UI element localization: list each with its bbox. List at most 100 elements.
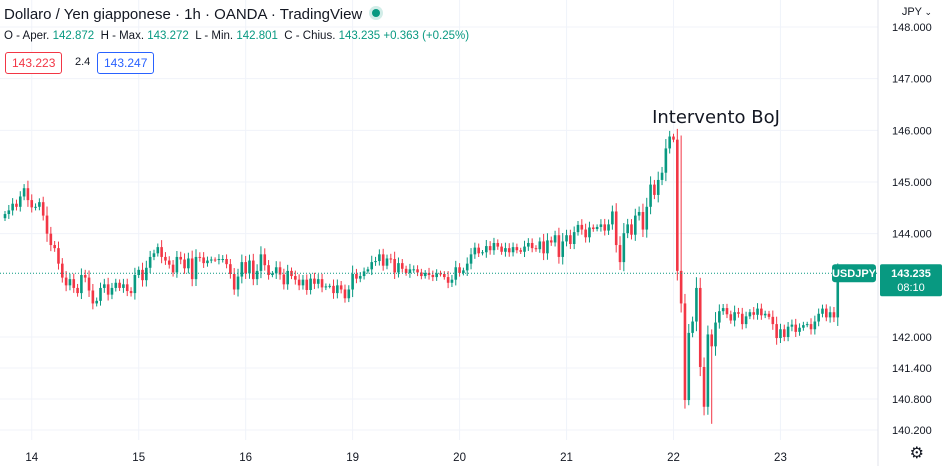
price-axis[interactable]: 148.000 147.000 146.000 145.000 144.000 142.0… <box>892 22 932 437</box>
spread-value: 2.4 <box>75 56 91 68</box>
buy-button[interactable]: 143.247 <box>97 52 155 74</box>
candle-body <box>305 279 309 291</box>
candle-body <box>534 248 538 250</box>
candle-body <box>458 267 461 273</box>
candle-body <box>171 264 175 273</box>
candle-body <box>698 287 702 367</box>
candle-body <box>775 324 778 339</box>
high-value: 143.272 <box>147 30 189 42</box>
candle-body <box>825 308 828 318</box>
candle-body <box>7 210 11 215</box>
currency-selector[interactable]: JPY <box>901 6 922 18</box>
x-tick-label: 19 <box>346 452 359 464</box>
candle-body <box>221 258 225 260</box>
candle-body <box>286 270 289 285</box>
y-tick-label: 148.000 <box>892 22 932 34</box>
candle-body <box>828 312 832 318</box>
candle-body <box>729 314 733 321</box>
candle-body <box>183 259 186 269</box>
candle-body <box>634 215 637 235</box>
candle-body <box>649 184 652 207</box>
candle-body <box>297 279 301 286</box>
symbol-tag-box <box>832 264 876 283</box>
candle-body <box>72 279 76 288</box>
chevron-down-icon[interactable]: ⌄ <box>924 7 932 17</box>
x-tick-label: 14 <box>25 452 38 464</box>
candle-body <box>61 263 64 278</box>
candle-body <box>393 258 396 273</box>
candle-body <box>542 241 545 254</box>
candle-body <box>244 262 247 274</box>
open-value: 142.872 <box>52 30 95 42</box>
candle-body <box>106 284 110 295</box>
candle-body <box>420 272 423 277</box>
candle-body <box>683 303 687 401</box>
candle-body <box>481 252 484 254</box>
candle-body <box>549 240 553 243</box>
candle-body <box>595 226 599 230</box>
candle-body <box>236 276 240 290</box>
candle-body <box>691 321 694 333</box>
candle-body <box>836 272 840 318</box>
candle-body <box>137 269 140 276</box>
candle-body <box>603 224 607 231</box>
change-value: +0.363 (+0.25%) <box>383 30 470 42</box>
candle-body <box>580 224 584 230</box>
candle-body <box>274 267 278 274</box>
candle-body <box>271 273 274 276</box>
annotation-bankofjapan-intervention: Intervento BoJ <box>652 107 780 128</box>
candle-body <box>569 235 572 245</box>
candle-body <box>695 287 698 322</box>
candle-body <box>57 248 60 264</box>
candle-body <box>805 324 809 326</box>
y-tick-label: 142.000 <box>892 332 932 344</box>
candle-body <box>763 313 767 316</box>
candle-body <box>832 312 836 318</box>
candle-body <box>740 313 744 325</box>
candle-body <box>630 224 633 235</box>
candle-body <box>653 184 656 195</box>
candle-body <box>786 326 790 338</box>
gear-icon[interactable]: ⚙ <box>909 445 924 462</box>
candle-body <box>68 279 72 286</box>
current-price-tag-box <box>880 264 942 297</box>
candle-body <box>576 224 580 233</box>
candle-body <box>267 265 270 276</box>
candle-body <box>771 316 775 325</box>
candle-body <box>725 308 729 315</box>
candle-body <box>198 256 202 258</box>
symbol-title[interactable]: Dollaro / Yen giapponese · 1h · OANDA · … <box>4 6 363 23</box>
candle-body <box>641 211 645 230</box>
candle-body <box>664 148 668 173</box>
candle-body <box>637 211 641 216</box>
candle-body <box>41 202 45 216</box>
candle-body <box>790 324 794 327</box>
candle-body <box>378 254 381 262</box>
sell-button[interactable]: 143.223 <box>5 52 63 74</box>
candle-body <box>278 267 282 275</box>
candle-body <box>584 229 587 238</box>
candlestick-series[interactable] <box>3 128 840 424</box>
symbol-header[interactable]: Dollaro / Yen giapponese · 1h · OANDA · … <box>4 6 381 23</box>
time-axis[interactable]: 14 15 16 19 20 21 22 23 <box>25 452 787 464</box>
candle-body <box>248 260 251 274</box>
candle-body <box>252 260 255 280</box>
candle-body <box>507 248 511 253</box>
candle-body <box>282 274 286 285</box>
candle-body <box>431 275 435 278</box>
close-label: C - Chius. <box>284 30 336 42</box>
candle-body <box>339 285 343 290</box>
candle-body <box>160 247 163 257</box>
candle-body <box>374 261 377 263</box>
candle-body <box>492 242 496 251</box>
candle-body <box>217 258 221 261</box>
symbol-tag: USDJPY <box>832 264 877 283</box>
candle-body <box>561 241 565 257</box>
x-tick-label: 16 <box>239 452 252 464</box>
candle-body <box>381 254 385 266</box>
candle-body <box>565 235 568 242</box>
candle-body <box>477 247 480 254</box>
candle-body <box>64 277 68 286</box>
candle-body <box>133 275 137 294</box>
